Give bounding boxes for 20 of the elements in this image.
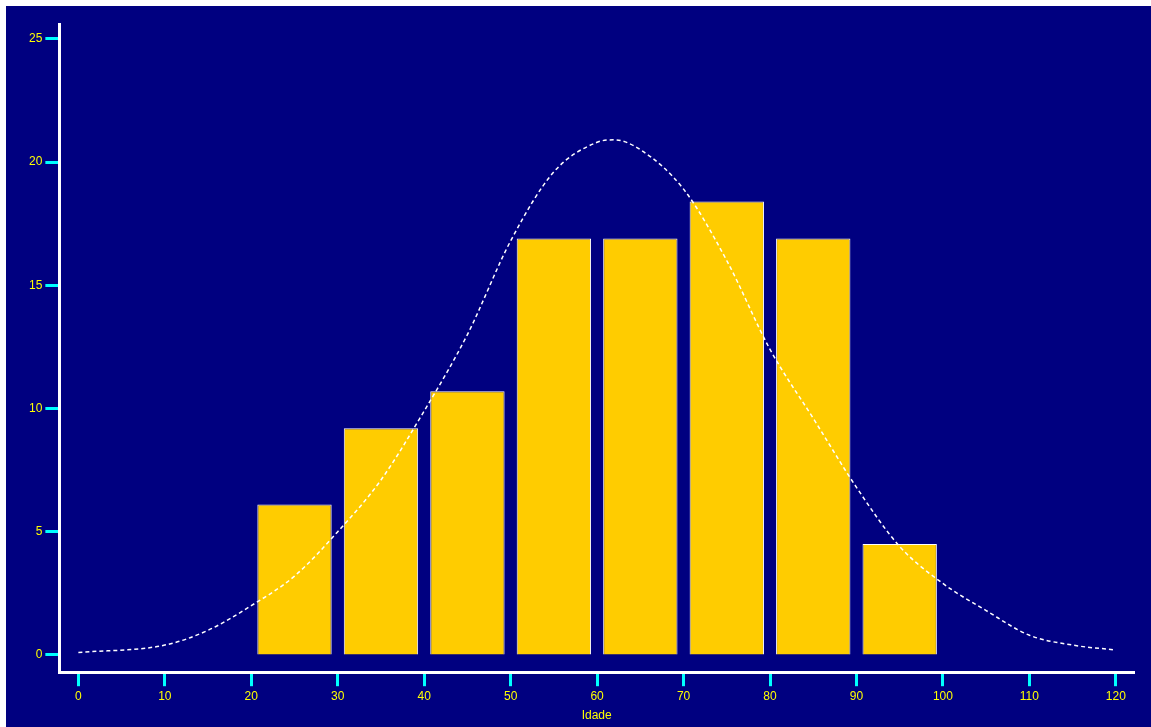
y-tick-label: 15 (28, 277, 43, 292)
y-tick-label: 0 (35, 647, 43, 662)
y-tick-label: 25 (28, 31, 43, 46)
x-tick-label: 90 (849, 688, 864, 703)
x-tick-label: 70 (676, 688, 691, 703)
x-tick-label: 40 (417, 688, 432, 703)
x-tick-label: 80 (763, 688, 778, 703)
y-tick-label: 10 (28, 400, 43, 415)
x-tick-label: 110 (1019, 688, 1040, 703)
x-tick-label: 100 (932, 688, 954, 703)
x-tick-label: 120 (1105, 688, 1127, 703)
x-tick-label: 20 (244, 688, 259, 703)
x-tick-label: 30 (331, 688, 345, 703)
y-tick-label: 20 (28, 154, 43, 169)
x-tick-label: 50 (503, 688, 518, 703)
x-tick-label: 0 (75, 688, 83, 703)
x-tick-label: 60 (590, 688, 605, 703)
x-tick-label: 10 (158, 688, 172, 703)
y-tick-label: 5 (35, 524, 43, 539)
x-axis-title: Idade (581, 708, 613, 723)
